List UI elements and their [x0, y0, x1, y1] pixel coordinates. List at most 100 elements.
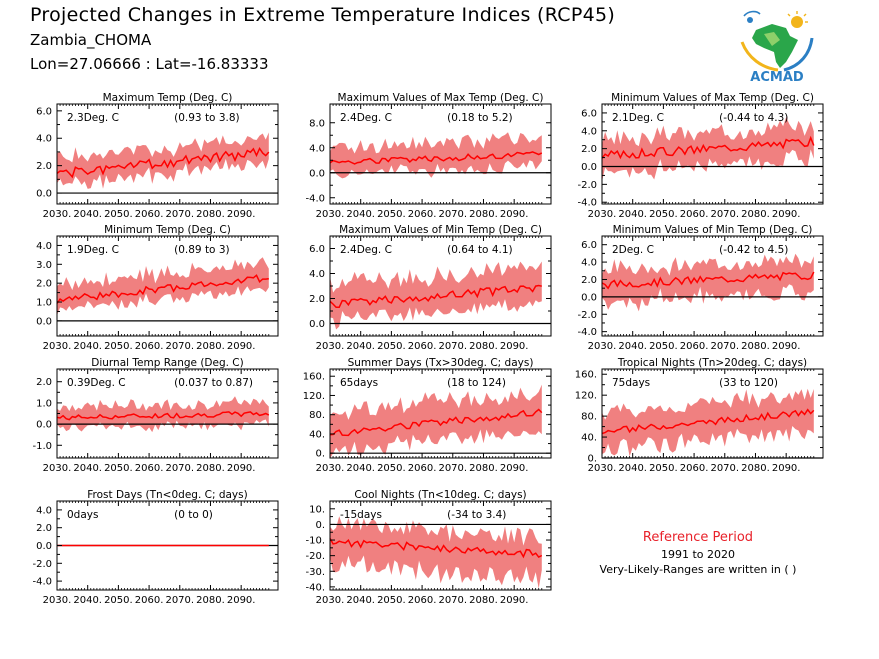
likely-range-label: (0 to 0) [174, 509, 213, 521]
x-tick-label: 2070. [438, 341, 467, 352]
mean-line [56, 146, 270, 179]
x-tick-label: 2080. [469, 595, 498, 606]
range-band [57, 396, 269, 433]
mean-line [56, 411, 270, 421]
x-tick-label: 2030. [43, 463, 72, 474]
range-band [330, 132, 542, 179]
y-tick-label: -4.0 [305, 193, 325, 204]
chart-title: Maximum Temp (Deg. C) [103, 92, 233, 104]
y-tick-label: 2.0 [36, 279, 52, 290]
likely-range-label: (18 to 124) [447, 377, 506, 389]
x-tick-label: 2070. [438, 463, 467, 474]
x-tick-label: 2090. [772, 209, 801, 220]
station-name: Zambia_CHOMA [30, 31, 152, 49]
x-tick-label: 2070. [710, 209, 739, 220]
x-tick-label: 2080. [741, 341, 770, 352]
chart-title: Maximum Values of Max Temp (Deg. C) [338, 92, 544, 104]
x-tick-label: 2040. [618, 341, 647, 352]
chart-panel-11: -40. -30. -20. -10. 0. 10. 2030. 2040. 2050. 2060… [305, 489, 552, 606]
y-tick-label: 10. [309, 504, 325, 515]
x-tick-label: 2090. [227, 595, 256, 606]
station-coordinates: Lon=27.06666 : Lat=-16.83333 [30, 55, 269, 73]
y-tick-label: 1.0 [36, 398, 52, 409]
range-band [57, 132, 269, 189]
x-tick-label: 2030. [316, 341, 345, 352]
y-tick-label: 0.0 [309, 319, 325, 330]
y-tick-label: -2.0 [577, 310, 597, 321]
x-tick-label: 2050. [377, 595, 406, 606]
likely-range-label: (-0.42 to 4.5) [719, 244, 788, 256]
likely-range-label: (0.89 to 3) [174, 244, 229, 256]
x-tick-label: 2050. [104, 463, 133, 474]
x-tick-label: 2040. [346, 209, 375, 220]
x-tick-label: 2060. [135, 595, 164, 606]
x-tick-label: 2050. [104, 595, 133, 606]
chart-panel-9: 0. 40. 80. 120. 160. 2030. 2040. 2050. 2060. 2070… [575, 357, 824, 474]
x-tick-label: 2060. [408, 341, 437, 352]
range-band [602, 253, 814, 312]
x-tick-label: 2040. [346, 341, 375, 352]
x-tick-label: 2060. [135, 463, 164, 474]
x-tick-label: 2080. [469, 463, 498, 474]
x-tick-label: 2030. [588, 463, 617, 474]
chart-panel-4: 0.0 1.0 2.0 3.0 4.0 2030. 2040. 2050. 2060. 2070.… [36, 224, 279, 352]
x-tick-label: 2050. [104, 209, 133, 220]
mean-line [601, 135, 815, 160]
x-tick-label: 2030. [588, 209, 617, 220]
y-tick-label: 0. [315, 520, 325, 531]
x-tick-label: 2040. [73, 341, 102, 352]
x-tick-label: 2050. [377, 341, 406, 352]
mean-value-label: 1.9Deg. C [67, 244, 119, 256]
y-tick-label: 0.0 [581, 292, 597, 303]
x-tick-label: 2050. [649, 341, 678, 352]
y-tick-label: 0.0 [36, 316, 52, 327]
y-tick-label: 8.0 [309, 118, 325, 129]
x-tick-label: 2090. [500, 463, 529, 474]
x-tick-label: 2060. [680, 209, 709, 220]
x-tick-label: 2070. [165, 463, 194, 474]
likely-range-label: (-0.44 to 4.3) [719, 112, 788, 124]
chart-panel-5: 0.0 2.0 4.0 6.0 2030. 2040. 2050. 2060. 2070. 208… [309, 224, 552, 352]
x-tick-label: 2090. [500, 341, 529, 352]
x-tick-label: 2070. [438, 209, 467, 220]
x-tick-label: 2030. [43, 209, 72, 220]
y-tick-label: -4.0 [32, 577, 52, 588]
x-tick-label: 2040. [73, 595, 102, 606]
chart-panel-10: -4.0 -2.0 0.0 2.0 4.0 2030. 2040. 2050. 2060. 207… [32, 489, 279, 606]
x-tick-label: 2030. [43, 595, 72, 606]
mean-line [329, 151, 543, 165]
y-tick-label: 0.0 [581, 162, 597, 173]
y-tick-label: 80. [581, 412, 597, 423]
x-tick-label: 2040. [73, 463, 102, 474]
likely-range-label: (0.18 to 5.2) [447, 112, 513, 124]
y-tick-label: 4.0 [36, 241, 52, 252]
y-tick-label: 2.0 [36, 523, 52, 534]
x-tick-label: 2040. [73, 209, 102, 220]
reference-title: Reference Period [642, 530, 754, 545]
mean-value-label: 2.1Deg. C [612, 112, 664, 124]
mean-value-label: 2.4Deg. C [340, 244, 392, 256]
x-tick-label: 2070. [438, 595, 467, 606]
y-tick-label: -20. [305, 551, 325, 562]
y-tick-label: 0.0 [309, 168, 325, 179]
y-tick-label: 4.0 [309, 269, 325, 280]
x-tick-label: 2030. [316, 463, 345, 474]
y-tick-label: 4.0 [36, 134, 52, 145]
y-tick-label: -4.0 [577, 327, 597, 338]
x-tick-label: 2080. [469, 341, 498, 352]
y-tick-label: 2.0 [581, 275, 597, 286]
x-tick-label: 2080. [469, 209, 498, 220]
likely-range-label: (33 to 120) [719, 377, 778, 389]
y-tick-label: 160. [303, 372, 325, 383]
y-tick-label: -40. [305, 582, 325, 593]
mean-value-label: 75days [612, 377, 650, 389]
x-tick-label: 2070. [710, 463, 739, 474]
chart-title: Minimum Values of Max Temp (Deg. C) [611, 92, 814, 104]
x-tick-label: 2090. [772, 463, 801, 474]
chart-title: Tropical Nights (Tn>20deg. C; days) [617, 357, 807, 369]
x-tick-label: 2060. [680, 341, 709, 352]
y-tick-label: 40. [581, 433, 597, 444]
mean-value-label: 2.4Deg. C [340, 112, 392, 124]
x-tick-label: 2060. [680, 463, 709, 474]
